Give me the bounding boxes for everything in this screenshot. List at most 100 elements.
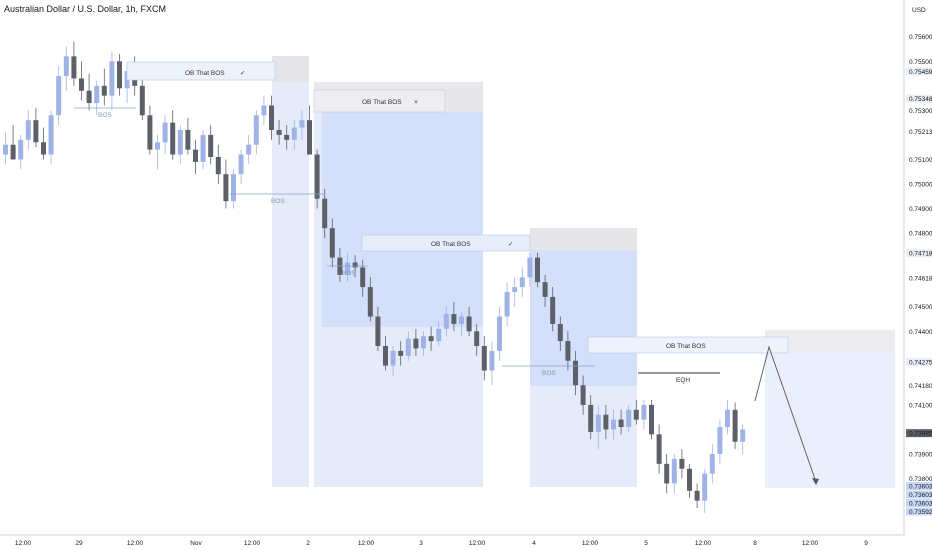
candle[interactable] bbox=[489, 341, 495, 386]
candle[interactable] bbox=[626, 404, 632, 432]
candle[interactable] bbox=[725, 400, 730, 435]
candle[interactable] bbox=[329, 218, 335, 268]
candle[interactable] bbox=[101, 68, 107, 106]
candle[interactable] bbox=[519, 267, 525, 297]
candle[interactable] bbox=[215, 144, 221, 184]
candle[interactable] bbox=[550, 287, 556, 332]
candle[interactable] bbox=[398, 341, 404, 366]
candle[interactable] bbox=[246, 134, 252, 165]
candle[interactable] bbox=[679, 449, 685, 479]
candle[interactable] bbox=[71, 41, 77, 86]
candle[interactable] bbox=[740, 424, 746, 454]
candle[interactable] bbox=[314, 149, 320, 209]
candle[interactable] bbox=[421, 331, 426, 356]
candle[interactable] bbox=[177, 125, 183, 165]
candle[interactable] bbox=[633, 400, 639, 425]
candle[interactable] bbox=[291, 120, 297, 150]
candle[interactable] bbox=[649, 400, 654, 440]
candle[interactable] bbox=[383, 336, 388, 371]
candle[interactable] bbox=[238, 149, 244, 184]
candle[interactable] bbox=[193, 139, 198, 175]
candle[interactable] bbox=[573, 350, 578, 396]
candle[interactable] bbox=[732, 402, 738, 450]
candle[interactable] bbox=[48, 110, 54, 165]
candle[interactable] bbox=[200, 130, 206, 170]
candle[interactable] bbox=[139, 73, 145, 121]
candle[interactable] bbox=[18, 134, 24, 170]
bos-label-3: BOS bbox=[342, 270, 356, 277]
candle[interactable] bbox=[717, 419, 723, 464]
candle[interactable] bbox=[63, 46, 69, 91]
candle[interactable] bbox=[367, 277, 373, 322]
candle[interactable] bbox=[261, 95, 267, 126]
candle[interactable] bbox=[595, 404, 601, 450]
candle[interactable] bbox=[535, 252, 540, 288]
candle[interactable] bbox=[694, 483, 700, 508]
candle[interactable] bbox=[307, 105, 312, 155]
candle[interactable] bbox=[611, 409, 616, 440]
candle-body bbox=[261, 105, 267, 116]
candle[interactable] bbox=[170, 110, 176, 160]
candle[interactable] bbox=[253, 110, 259, 155]
candle[interactable] bbox=[641, 400, 647, 430]
candle[interactable] bbox=[375, 306, 381, 351]
candle[interactable] bbox=[588, 395, 594, 440]
candle[interactable] bbox=[3, 132, 8, 165]
candle[interactable] bbox=[474, 323, 480, 356]
price-highlight: 0.75213 bbox=[906, 127, 932, 136]
candle[interactable] bbox=[466, 306, 472, 337]
candle[interactable] bbox=[86, 73, 92, 111]
candle[interactable] bbox=[322, 188, 328, 238]
candle[interactable] bbox=[299, 110, 305, 140]
candle[interactable] bbox=[405, 331, 411, 361]
candle[interactable] bbox=[709, 444, 715, 484]
candle[interactable] bbox=[618, 409, 624, 435]
candle[interactable] bbox=[56, 66, 62, 126]
candle[interactable] bbox=[155, 134, 160, 170]
candle[interactable] bbox=[390, 346, 396, 376]
candle[interactable] bbox=[208, 125, 214, 165]
candle-body bbox=[71, 56, 77, 79]
candle[interactable] bbox=[10, 125, 16, 160]
candle[interactable] bbox=[580, 375, 586, 415]
candle[interactable] bbox=[162, 115, 168, 155]
candle[interactable] bbox=[481, 336, 487, 381]
candle[interactable] bbox=[223, 159, 229, 209]
candle[interactable] bbox=[41, 127, 46, 160]
candle-body bbox=[611, 419, 616, 430]
candle[interactable] bbox=[276, 120, 282, 145]
candle[interactable] bbox=[557, 316, 563, 351]
candle[interactable] bbox=[345, 252, 350, 283]
candle[interactable] bbox=[527, 252, 533, 288]
candle[interactable] bbox=[33, 107, 39, 148]
candle[interactable] bbox=[702, 468, 708, 513]
candle[interactable] bbox=[656, 424, 662, 474]
candle[interactable] bbox=[497, 306, 502, 361]
candle[interactable] bbox=[687, 463, 692, 499]
candle[interactable] bbox=[94, 80, 100, 116]
candle[interactable] bbox=[451, 301, 457, 332]
candle[interactable] bbox=[459, 311, 464, 337]
candle[interactable] bbox=[565, 331, 571, 371]
candle[interactable] bbox=[504, 282, 510, 327]
candle[interactable] bbox=[117, 53, 122, 96]
candle[interactable] bbox=[413, 328, 419, 356]
candle[interactable] bbox=[109, 51, 115, 111]
check-icon-1: ✓ bbox=[240, 70, 245, 77]
candle[interactable] bbox=[284, 125, 290, 150]
candle[interactable] bbox=[428, 326, 434, 351]
candle[interactable] bbox=[269, 95, 274, 140]
candle[interactable] bbox=[671, 454, 677, 494]
candle[interactable] bbox=[512, 277, 518, 307]
candle[interactable] bbox=[542, 274, 548, 307]
candle[interactable] bbox=[603, 404, 609, 440]
candle[interactable] bbox=[185, 117, 191, 155]
candle[interactable] bbox=[231, 169, 236, 209]
candle[interactable] bbox=[664, 454, 670, 494]
candle[interactable] bbox=[147, 105, 153, 155]
candle[interactable] bbox=[79, 61, 84, 101]
candle[interactable] bbox=[443, 306, 449, 337]
candle[interactable] bbox=[25, 110, 31, 150]
candle[interactable] bbox=[436, 321, 442, 346]
